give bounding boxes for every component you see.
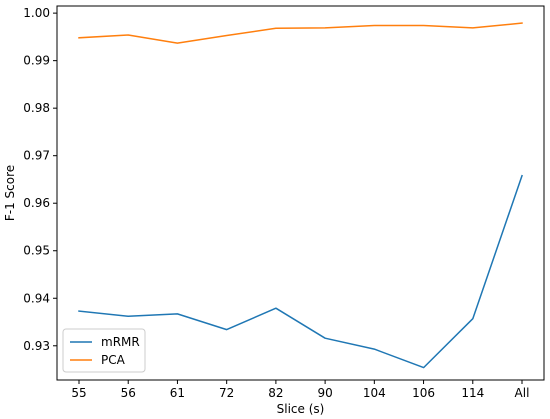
x-tick-label: 82 (268, 386, 283, 400)
x-tick-label: 104 (363, 386, 386, 400)
y-axis: 0.93 0.94 0.95 0.96 0.97 0.98 0.99 1.00 (23, 6, 57, 353)
x-axis: 55 56 61 72 82 90 104 106 114 All (71, 380, 529, 400)
x-tick-label: 106 (412, 386, 435, 400)
y-axis-label: F-1 Score (3, 165, 17, 221)
x-tick-label: 114 (461, 386, 484, 400)
legend-label-mrmr: mRMR (101, 335, 140, 349)
legend: mRMR PCA (62, 328, 146, 373)
x-axis-label: Slice (s) (277, 402, 325, 416)
legend-label-pca: PCA (101, 353, 126, 367)
x-tick-label: 55 (71, 386, 86, 400)
y-tick-label: 0.98 (23, 101, 50, 115)
y-tick-label: 0.93 (23, 339, 50, 353)
x-tick-label: 72 (219, 386, 234, 400)
x-tick-label: 61 (170, 386, 185, 400)
y-tick-label: 0.94 (23, 291, 50, 305)
series-line-pca (78, 22, 523, 44)
x-tick-label: 56 (121, 386, 136, 400)
y-tick-label: 0.99 (23, 54, 50, 68)
series-line-mrmr (78, 174, 523, 369)
y-tick-label: 0.95 (23, 244, 50, 258)
y-tick-label: 0.97 (23, 149, 50, 163)
y-tick-label: 1.00 (23, 6, 50, 20)
series-layer (78, 22, 523, 369)
x-tick-label: 90 (317, 386, 332, 400)
y-tick-label: 0.96 (23, 196, 50, 210)
legend-box (62, 328, 146, 373)
plot-frame (56, 5, 545, 381)
x-tick-label: All (515, 386, 530, 400)
